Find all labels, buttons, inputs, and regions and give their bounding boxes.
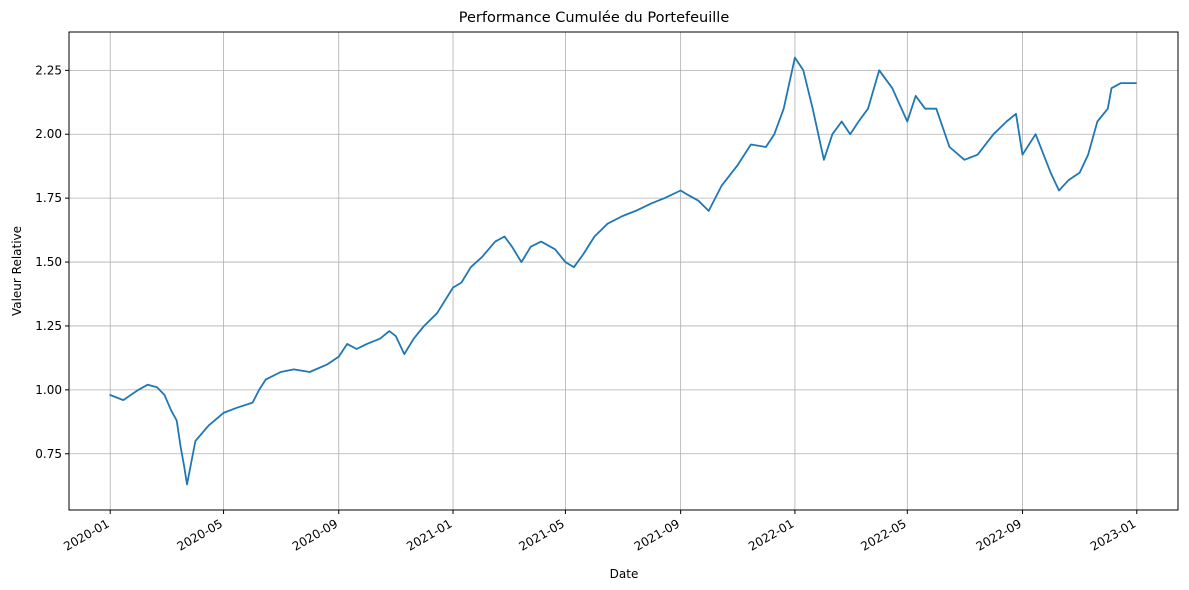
series-layer (109, 56, 1137, 486)
y-tick-label: 1.25 (35, 319, 62, 333)
y-axis-label: Valeur Relative (10, 226, 24, 316)
chart-title: Performance Cumulée du Portefeuille (459, 10, 730, 26)
grid (69, 32, 1178, 510)
y-tick-label: 1.00 (35, 383, 62, 397)
y-axis: 0.75 1.00 1.25 1.50 1.75 2.00 2.25 (35, 63, 69, 461)
y-tick-label: 0.75 (35, 447, 62, 461)
y-tick-label: 2.25 (35, 63, 62, 77)
x-axis-label: Date (610, 567, 639, 581)
plot-frame (68, 31, 1179, 511)
y-tick-label: 1.50 (35, 255, 62, 269)
y-tick-label: 1.75 (35, 191, 62, 205)
y-tick-label: 2.00 (35, 127, 62, 141)
series-line (109, 56, 1137, 486)
